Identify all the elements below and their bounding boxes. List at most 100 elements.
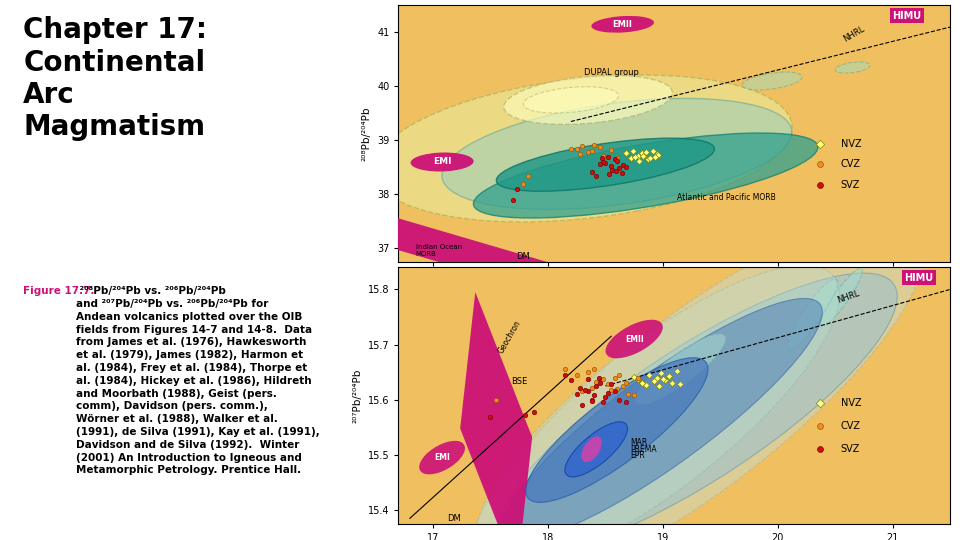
Point	[564, 376, 579, 384]
Ellipse shape	[742, 72, 803, 90]
Polygon shape	[187, 165, 706, 332]
Point	[628, 153, 643, 161]
Point	[595, 374, 611, 383]
Ellipse shape	[635, 334, 726, 405]
Text: EMI: EMI	[433, 158, 451, 166]
Point	[604, 380, 619, 389]
Point	[610, 384, 625, 393]
Point	[575, 401, 590, 409]
Point	[564, 144, 579, 153]
Point	[584, 395, 599, 404]
Text: EMI: EMI	[434, 453, 450, 462]
Text: NHRL: NHRL	[835, 289, 860, 305]
Point	[569, 390, 585, 399]
Point	[635, 378, 650, 387]
Point	[618, 398, 634, 407]
Ellipse shape	[591, 16, 654, 33]
Point	[635, 148, 650, 157]
Y-axis label: ²⁰⁸Pb/²⁰⁴Pb: ²⁰⁸Pb/²⁰⁴Pb	[362, 106, 372, 161]
Point	[651, 151, 666, 159]
Point	[623, 153, 638, 162]
Ellipse shape	[564, 422, 628, 477]
Point	[625, 147, 640, 156]
Point	[640, 155, 656, 164]
Point	[646, 377, 661, 386]
Point	[581, 148, 596, 157]
Point	[594, 153, 610, 162]
Point	[575, 387, 590, 396]
Point	[607, 155, 622, 164]
Point	[618, 379, 634, 388]
Point	[612, 164, 627, 173]
Point	[604, 386, 619, 394]
Point	[572, 383, 588, 392]
Point	[592, 143, 608, 151]
Point	[581, 374, 596, 383]
Point	[672, 380, 687, 389]
Point	[558, 370, 573, 379]
Text: Geochron: Geochron	[496, 319, 522, 355]
Point	[618, 149, 634, 158]
Point	[613, 168, 629, 177]
Ellipse shape	[469, 217, 925, 540]
Point	[584, 383, 599, 392]
Point	[600, 389, 615, 397]
Point	[631, 157, 646, 165]
Point	[590, 373, 606, 382]
Ellipse shape	[496, 138, 714, 191]
Point	[658, 376, 673, 384]
Point	[607, 387, 622, 396]
Point	[605, 166, 620, 174]
Point	[515, 179, 530, 188]
Text: MAR: MAR	[631, 438, 648, 447]
Point	[618, 163, 634, 172]
Point	[627, 372, 642, 381]
Point	[598, 393, 613, 401]
Ellipse shape	[526, 357, 708, 502]
Point	[584, 396, 599, 405]
Ellipse shape	[442, 98, 792, 210]
Point	[592, 376, 608, 384]
Point	[598, 159, 613, 167]
Point	[650, 373, 665, 382]
Ellipse shape	[497, 273, 898, 540]
Point	[664, 379, 680, 388]
Point	[630, 373, 645, 382]
Point	[642, 154, 658, 163]
Point	[584, 167, 599, 176]
Point	[587, 391, 602, 400]
Point	[601, 170, 616, 178]
Polygon shape	[460, 292, 532, 540]
Text: DUPAL group: DUPAL group	[584, 69, 638, 77]
Ellipse shape	[411, 152, 473, 172]
Ellipse shape	[820, 268, 862, 327]
Point	[581, 387, 596, 396]
Point	[588, 382, 604, 390]
Point	[615, 160, 631, 169]
Ellipse shape	[523, 87, 618, 113]
Point	[630, 375, 645, 383]
Ellipse shape	[835, 62, 870, 73]
Text: EPR: EPR	[631, 451, 645, 461]
Point	[607, 373, 622, 382]
Point	[509, 185, 524, 193]
Point	[600, 380, 615, 389]
Point	[641, 370, 657, 379]
Point	[636, 152, 651, 160]
Ellipse shape	[606, 320, 662, 359]
Point	[669, 367, 684, 375]
Text: PREMA: PREMA	[631, 445, 658, 454]
Point	[483, 413, 498, 422]
Text: HIMU: HIMU	[893, 11, 922, 21]
Point	[595, 398, 611, 407]
Text: ²⁰⁸Pb/²⁰⁴Pb vs. ²⁰⁶Pb/²⁰⁴Pb
and ²⁰⁷Pb/²⁰⁴Pb vs. ²⁰⁶Pb/²⁰⁴Pb for
Andean volcanics: ²⁰⁸Pb/²⁰⁴Pb vs. ²⁰⁶Pb/²⁰⁴Pb and ²⁰⁷Pb/²⁰…	[76, 286, 320, 475]
Text: DM: DM	[516, 252, 530, 261]
Point	[569, 144, 585, 153]
Point	[517, 411, 533, 420]
Ellipse shape	[582, 436, 602, 462]
Ellipse shape	[372, 75, 792, 222]
Text: NHRL: NHRL	[841, 25, 866, 44]
Ellipse shape	[473, 133, 818, 218]
Point	[584, 147, 599, 156]
Point	[610, 153, 625, 162]
